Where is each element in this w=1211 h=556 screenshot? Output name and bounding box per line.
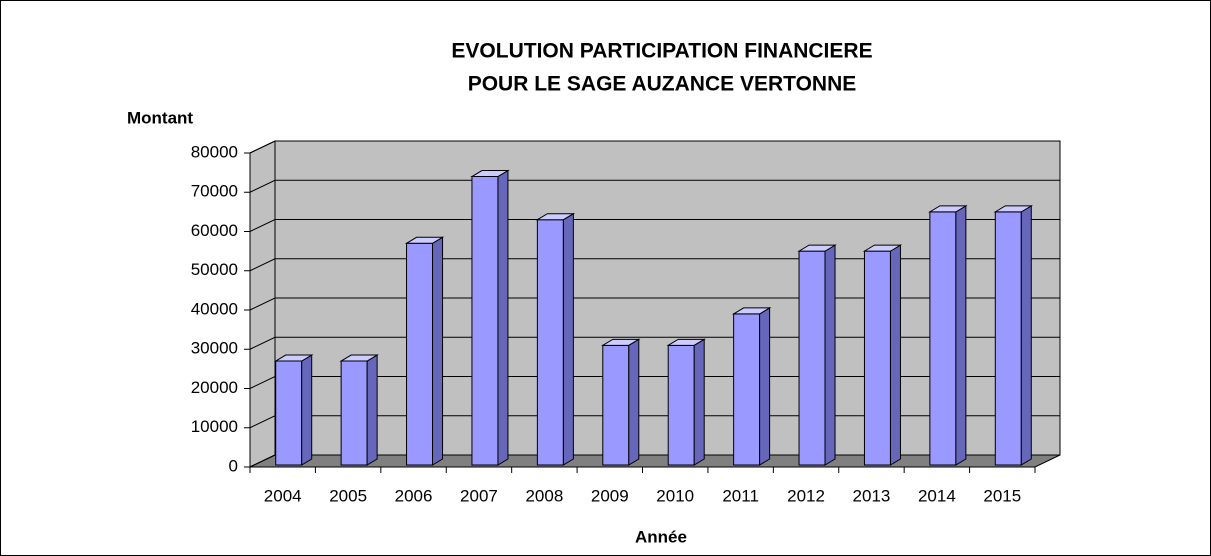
bar (862, 244, 903, 466)
grid-line (249, 258, 1060, 272)
grid-line (249, 140, 1060, 154)
x-tick-label: 2007 (460, 486, 498, 505)
bar (731, 307, 772, 466)
bar-face (1020, 204, 1032, 466)
y-tick-label: 40000 (191, 299, 238, 318)
grid-line (249, 297, 1060, 311)
bar-face (824, 244, 836, 466)
bar (993, 204, 1034, 466)
x-tick-label: 2006 (395, 486, 433, 505)
bar-face (600, 338, 641, 346)
bar-face (432, 236, 444, 466)
x-tick-label: 2005 (329, 486, 367, 505)
bar-face (536, 219, 564, 466)
bar (797, 244, 837, 466)
bar-face (863, 250, 891, 466)
grid-line (249, 179, 1060, 193)
y-tick-label: 0 (229, 456, 238, 475)
bar-face (862, 244, 903, 252)
bar-face (273, 354, 314, 362)
x-tick-label: 2008 (525, 486, 563, 505)
x-tick-label: 2004 (264, 486, 302, 505)
grid-line (249, 219, 1060, 232)
x-axis-title: Année (635, 527, 687, 546)
bar-face (929, 211, 957, 466)
y-tick-label: 30000 (191, 339, 238, 358)
bar-face (602, 344, 630, 466)
chart-title: POUR LE SAGE AUZANCE VERTONNE (468, 73, 857, 96)
chart-title: EVOLUTION PARTICIPATION FINANCIERE (451, 40, 872, 63)
bar-face (955, 204, 967, 466)
bar-face (404, 236, 445, 244)
bar-face (993, 205, 1034, 213)
bar-face (798, 250, 826, 466)
bar-face (275, 360, 303, 466)
bar-face (667, 344, 695, 466)
bar-face (628, 338, 640, 466)
bar (666, 338, 707, 466)
bar-face (731, 307, 772, 315)
y-tick-label: 50000 (191, 260, 238, 279)
bar-face (693, 338, 705, 466)
bar-face (301, 354, 313, 466)
x-tick-label: 2009 (591, 486, 629, 505)
x-tick-label: 2014 (918, 486, 956, 505)
grid-line (249, 376, 1060, 389)
bar-face (889, 244, 901, 466)
y-tick-label: 70000 (191, 182, 238, 201)
x-tick-label: 2012 (787, 486, 825, 505)
y-axis-title: Montant (127, 108, 193, 127)
x-tick-label: 2011 (722, 486, 759, 505)
bar-face (797, 244, 837, 252)
bar-face (340, 360, 368, 466)
bar-face (406, 242, 434, 466)
bar-face (928, 205, 968, 213)
bar-face (666, 338, 707, 346)
bar-face (759, 307, 771, 466)
x-tick-label: 2013 (853, 486, 891, 505)
bar-face (994, 211, 1022, 466)
bar-face (339, 354, 379, 362)
bar (339, 354, 379, 466)
bar (928, 204, 968, 466)
bar-face (562, 212, 574, 466)
x-tick-label: 2010 (656, 486, 694, 505)
bar-face (366, 354, 378, 466)
bar-face (733, 313, 761, 466)
bar (404, 236, 445, 466)
bar (600, 338, 641, 466)
bar-face (470, 170, 510, 178)
y-tick-label: 80000 (191, 142, 238, 161)
y-tick-label: 20000 (191, 378, 238, 397)
y-tick-label: 10000 (191, 417, 238, 436)
bar-face (471, 176, 499, 466)
y-tick-label: 60000 (191, 221, 238, 240)
bar (535, 212, 576, 466)
grid-line (249, 336, 1060, 350)
grid-line (249, 454, 1060, 468)
grid-line (249, 415, 1060, 429)
bar-face (497, 169, 509, 466)
x-tick-label: 2015 (983, 486, 1021, 505)
bar (470, 169, 510, 466)
bar-face (535, 213, 576, 221)
bar (273, 354, 314, 466)
